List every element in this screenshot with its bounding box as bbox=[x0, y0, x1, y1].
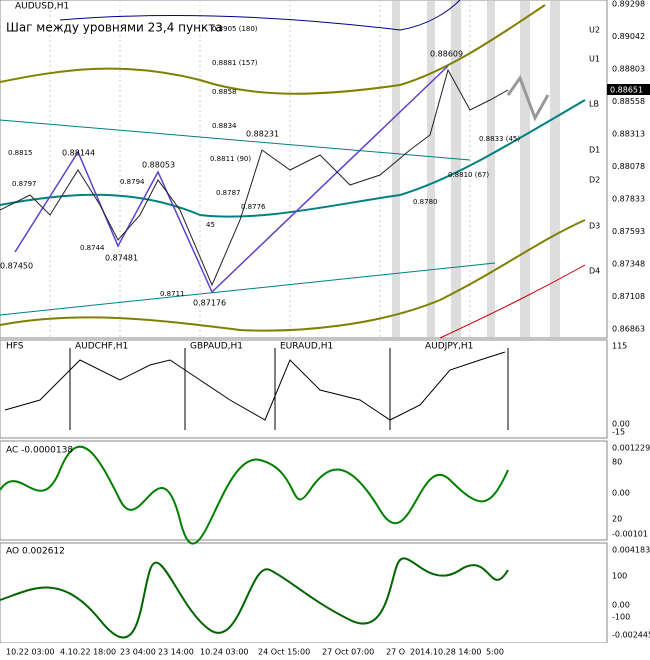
level-annotation: 0.8834 bbox=[212, 122, 237, 130]
time-label: 23 14:00 bbox=[158, 648, 194, 657]
time-label: 4.10.22 18:00 bbox=[60, 648, 116, 657]
extreme-label: 0.88231 bbox=[246, 130, 279, 139]
extreme-label: 0.88144 bbox=[62, 149, 95, 158]
hfs-panel bbox=[0, 339, 608, 439]
session-bands bbox=[392, 1, 560, 337]
hfs-label: HFS bbox=[6, 342, 24, 352]
price-axis-label: 0.88313 bbox=[612, 130, 645, 139]
ac-axis-label: 80 bbox=[612, 458, 622, 467]
time-label: 27 Oct 07:00 bbox=[322, 648, 374, 657]
extreme-label: 0.87481 bbox=[105, 254, 138, 263]
level-annotation: 0.8787 bbox=[216, 189, 241, 197]
price-axis-label: 0.88078 bbox=[612, 162, 645, 171]
pair-label: AUDCHF,H1 bbox=[75, 342, 128, 352]
level-annotation: 0.8815 bbox=[8, 149, 33, 157]
level-annotation: 0.8905 (180) bbox=[212, 25, 258, 33]
ac-line bbox=[0, 445, 509, 545]
level-label: D3 bbox=[589, 222, 600, 231]
symbol: AUDUSD,H1 bbox=[15, 2, 69, 12]
price-axis-label: 0.87108 bbox=[612, 292, 645, 301]
ao-axis-label: -100 bbox=[612, 613, 630, 622]
ac-axis-label: 0.0012290 bbox=[612, 444, 650, 453]
time-label: 5:00 bbox=[486, 648, 504, 657]
hfs-axis-label: 0.00 bbox=[612, 420, 630, 429]
level-label: D2 bbox=[589, 176, 600, 185]
time-label: 23 04:00 bbox=[120, 648, 156, 657]
main-panel bbox=[0, 0, 608, 339]
forecast bbox=[506, 74, 550, 122]
level-annotation: 45 bbox=[206, 221, 215, 229]
pair-label: AUDJPY,H1 bbox=[425, 342, 473, 352]
level-annotation: 0.8858 bbox=[212, 88, 237, 96]
ao-axis-label: 0.00 bbox=[612, 601, 630, 610]
price-axis-label: 0.88558 bbox=[612, 97, 645, 106]
level-annotation: 0.8881 (157) bbox=[212, 59, 258, 67]
extreme-label: 0.88053 bbox=[142, 161, 175, 170]
ac-axis-label: 0.00 bbox=[612, 489, 630, 498]
time-label: 27 O bbox=[386, 648, 405, 657]
price-axis-label: 0.88803 bbox=[612, 65, 645, 74]
ao-line bbox=[0, 557, 509, 639]
price-path bbox=[0, 68, 509, 287]
time-bar bbox=[0, 643, 650, 660]
extreme-label: 0.87450 bbox=[0, 262, 33, 271]
ao-label: AO 0.002612 bbox=[6, 547, 65, 557]
price-axis-label: 0.87833 bbox=[612, 195, 645, 204]
hfs-axis-label: -15 bbox=[612, 428, 625, 437]
caption: Шаг между уровнями 23,4 пункта bbox=[6, 21, 223, 35]
level-annotation: 0.8811 (90) bbox=[210, 155, 251, 163]
ac-panel bbox=[0, 440, 608, 541]
price-axis-label: 0.87348 bbox=[612, 260, 645, 269]
price-axis-label: 0.89042 bbox=[612, 32, 645, 41]
price-axis-label: 0.87593 bbox=[612, 227, 645, 236]
price-axis-label: 0.86863 bbox=[612, 325, 645, 334]
zigzag bbox=[14, 65, 449, 294]
hfs-axis-label: 115 bbox=[612, 342, 627, 351]
ao-axis-label: 100 bbox=[612, 572, 627, 581]
level-label: D1 bbox=[589, 146, 600, 155]
level-annotation: 0.8810 (67) bbox=[448, 171, 489, 179]
pair-label: EURAUD,H1 bbox=[280, 342, 333, 352]
level-label: U2 bbox=[589, 26, 600, 35]
time-label: 10.22 03:00 bbox=[6, 648, 55, 657]
current-price: 0.88651 bbox=[610, 86, 643, 95]
level-label: LB bbox=[589, 100, 599, 109]
level-annotation: 0.8776 bbox=[241, 203, 266, 211]
time-label: 24 Oct 15:00 bbox=[258, 648, 310, 657]
extreme-label: 0.88609 bbox=[430, 50, 463, 59]
channel-lines bbox=[0, 119, 496, 316]
ac-axis-label: -0.00101 bbox=[612, 530, 648, 539]
extreme-label: 0.87176 bbox=[193, 299, 226, 308]
level-annotation: 0.8744 bbox=[80, 244, 105, 252]
level-label: U1 bbox=[589, 55, 600, 64]
ao-axis-label: -0.0024450 bbox=[612, 631, 650, 640]
panel-dividers bbox=[69, 348, 509, 430]
level-annotation: 0.8833 (45) bbox=[479, 135, 520, 143]
level-annotation: 0.8797 bbox=[12, 180, 37, 188]
level-annotation: 0.8780 bbox=[413, 198, 438, 206]
ac-axis-label: 20 bbox=[612, 515, 622, 524]
grid bbox=[49, 0, 471, 338]
ac-label: AC -0.0000138 bbox=[6, 446, 73, 456]
level-annotation: 0.8794 bbox=[120, 178, 145, 186]
level-annotation: 0.8711 bbox=[160, 290, 185, 298]
time-label: 10.24 03:00 bbox=[200, 648, 249, 657]
hfs-lines bbox=[4, 351, 506, 421]
price-badge bbox=[607, 84, 650, 95]
pair-label: GBPAUD,H1 bbox=[190, 342, 243, 352]
ao-axis-label: 0.0041830 bbox=[612, 546, 650, 555]
price-axis-label: 0.89298 bbox=[612, 0, 645, 9]
level-label: D4 bbox=[589, 267, 600, 276]
time-label: 2014.10.28 14:00 bbox=[410, 648, 481, 657]
